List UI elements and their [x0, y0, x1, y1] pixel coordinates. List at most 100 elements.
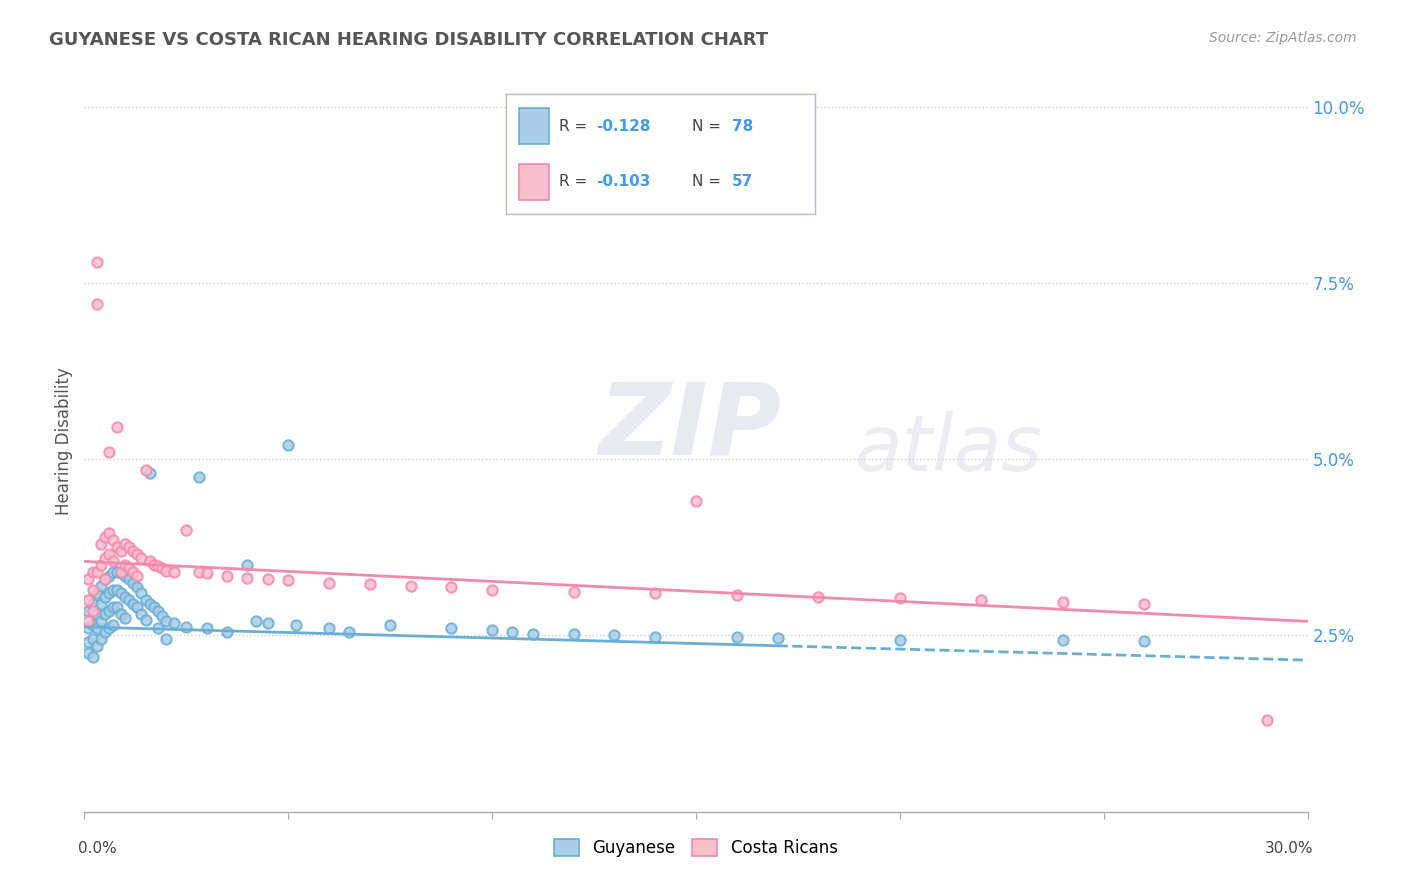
- Point: [93, 624, 115, 639]
- Point: [93, 590, 115, 604]
- Point: [110, 566, 132, 581]
- Point: [105, 541, 128, 555]
- Point: [97, 445, 120, 459]
- Point: [644, 586, 666, 600]
- Point: [146, 559, 169, 574]
- Point: [122, 575, 145, 590]
- Point: [142, 600, 165, 615]
- Point: [163, 565, 186, 579]
- Point: [155, 632, 177, 646]
- Point: [195, 621, 218, 635]
- Text: N =: N =: [692, 119, 725, 134]
- Text: -0.103: -0.103: [596, 174, 650, 189]
- Point: [440, 581, 463, 595]
- Point: [110, 565, 132, 579]
- Point: [522, 627, 544, 641]
- Point: [93, 607, 115, 622]
- Point: [318, 621, 340, 635]
- Point: [90, 632, 112, 646]
- Point: [82, 565, 104, 579]
- Point: [122, 565, 145, 579]
- Point: [970, 593, 993, 607]
- Point: [481, 623, 503, 637]
- Point: [187, 470, 209, 484]
- Point: [380, 618, 402, 632]
- Bar: [519, 108, 550, 145]
- Point: [93, 572, 115, 586]
- Point: [562, 584, 585, 599]
- Point: [725, 588, 748, 602]
- Point: [131, 550, 153, 565]
- Point: [135, 613, 157, 627]
- Point: [118, 572, 141, 586]
- Text: 0.0%: 0.0%: [79, 841, 117, 856]
- Point: [122, 544, 145, 558]
- Point: [277, 574, 299, 588]
- Point: [110, 586, 132, 600]
- Point: [93, 550, 115, 565]
- Point: [127, 581, 149, 595]
- Point: [82, 649, 104, 664]
- Point: [1052, 594, 1074, 608]
- Point: [502, 624, 524, 639]
- Point: [118, 541, 141, 555]
- Point: [138, 554, 160, 568]
- Point: [97, 604, 120, 618]
- Point: [86, 565, 108, 579]
- Point: [807, 590, 830, 604]
- Point: [114, 611, 136, 625]
- Point: [114, 537, 136, 551]
- Point: [101, 600, 124, 615]
- Point: [217, 624, 239, 639]
- Point: [339, 624, 361, 639]
- Point: [114, 568, 136, 582]
- Point: [97, 547, 120, 561]
- Point: [97, 621, 120, 635]
- Text: 57: 57: [733, 174, 754, 189]
- Point: [97, 526, 120, 541]
- Text: -0.128: -0.128: [596, 119, 651, 134]
- Point: [90, 597, 112, 611]
- Point: [122, 597, 145, 611]
- Point: [1133, 597, 1156, 611]
- Point: [187, 565, 209, 579]
- Point: [105, 600, 128, 615]
- Point: [440, 621, 463, 635]
- Point: [155, 615, 177, 629]
- Point: [114, 558, 136, 572]
- Text: ZIP: ZIP: [598, 378, 782, 475]
- Point: [155, 564, 177, 578]
- Point: [82, 582, 104, 597]
- Point: [135, 463, 157, 477]
- Point: [82, 597, 104, 611]
- Text: 30.0%: 30.0%: [1265, 841, 1313, 856]
- Point: [90, 579, 112, 593]
- Point: [725, 630, 748, 644]
- Point: [1133, 634, 1156, 648]
- Point: [138, 467, 160, 481]
- Point: [1052, 632, 1074, 647]
- Point: [150, 608, 173, 623]
- Point: [105, 582, 128, 597]
- Point: [163, 615, 186, 630]
- Point: [603, 628, 626, 642]
- Text: 78: 78: [733, 119, 754, 134]
- Point: [82, 632, 104, 646]
- Point: [86, 621, 108, 635]
- Point: [77, 615, 100, 629]
- Point: [82, 604, 104, 618]
- Point: [110, 607, 132, 622]
- Point: [359, 577, 381, 591]
- Point: [101, 554, 124, 568]
- Text: Source: ZipAtlas.com: Source: ZipAtlas.com: [1209, 31, 1357, 45]
- Point: [236, 571, 259, 585]
- Point: [146, 621, 169, 635]
- Point: [101, 565, 124, 579]
- Point: [77, 593, 100, 607]
- Point: [97, 568, 120, 582]
- Point: [195, 566, 218, 581]
- Point: [86, 297, 108, 311]
- Point: [174, 620, 197, 634]
- Point: [562, 627, 585, 641]
- Point: [245, 615, 267, 629]
